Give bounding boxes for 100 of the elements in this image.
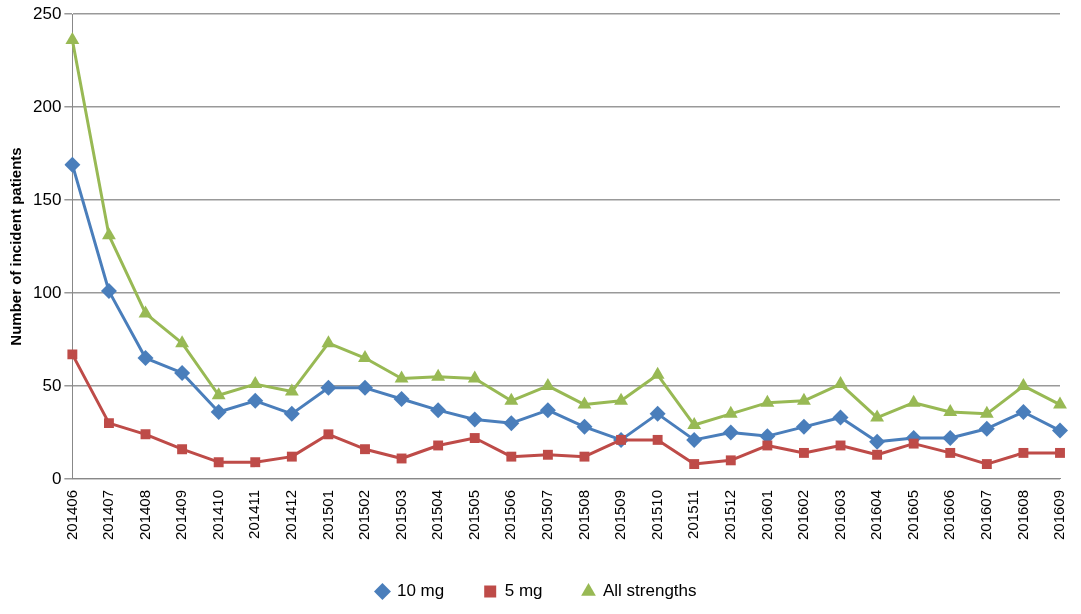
x-tick-label: 201501 <box>318 489 336 541</box>
point <box>542 449 553 460</box>
point <box>1053 396 1067 409</box>
x-tick-label: 201602 <box>794 489 812 541</box>
point <box>321 335 336 348</box>
point <box>577 396 592 409</box>
point <box>140 429 151 440</box>
point <box>210 403 227 420</box>
point <box>469 433 480 443</box>
y-tick-label: 50 <box>42 375 62 395</box>
point <box>394 370 409 383</box>
x-tick-label: 201409 <box>172 489 190 541</box>
point <box>503 415 520 432</box>
point <box>979 405 994 418</box>
point <box>466 411 483 428</box>
point <box>579 451 590 462</box>
point <box>1018 447 1029 458</box>
x-tick-label: 201412 <box>281 489 299 541</box>
point <box>284 383 299 396</box>
point <box>576 418 593 435</box>
point <box>725 455 736 466</box>
point <box>102 227 116 240</box>
point <box>722 424 739 441</box>
x-tick-label: 201504 <box>428 489 446 541</box>
point <box>360 444 370 455</box>
x-tick-label: 201503 <box>391 489 409 541</box>
point <box>795 418 812 435</box>
point <box>906 394 921 407</box>
y-tick-label: 200 <box>32 96 62 116</box>
point <box>175 335 190 348</box>
point <box>431 368 446 381</box>
point <box>100 283 117 300</box>
point <box>504 392 519 405</box>
point <box>978 420 995 437</box>
point <box>723 405 738 418</box>
point <box>320 379 337 396</box>
point <box>177 444 188 455</box>
legend-label: 5 mg <box>504 581 543 601</box>
x-tick-label: 201603 <box>830 489 848 541</box>
point <box>686 431 703 448</box>
legend-label: All strengths <box>603 581 697 601</box>
y-tick-label: 100 <box>32 282 62 302</box>
point <box>213 457 224 468</box>
y-axis-title: Number of incident patients <box>7 147 25 346</box>
point <box>689 459 700 470</box>
x-tick-label: 201607 <box>976 489 994 541</box>
x-tick-label: 201505 <box>464 489 482 541</box>
x-tick-label: 201407 <box>99 489 117 541</box>
point <box>799 447 809 458</box>
point <box>869 433 886 450</box>
x-tick-label: 201507 <box>538 489 556 541</box>
point <box>247 392 264 409</box>
x-tick-label: 201509 <box>611 489 629 541</box>
point <box>760 394 775 407</box>
point <box>67 349 78 360</box>
point <box>250 457 261 468</box>
point <box>283 405 300 422</box>
point <box>1016 377 1031 390</box>
x-tick-label: 201605 <box>903 489 921 541</box>
point <box>943 403 958 416</box>
point <box>540 377 555 390</box>
point <box>650 366 665 379</box>
point <box>649 405 666 422</box>
y-tick-label: 250 <box>32 3 62 23</box>
x-tick-label: 201510 <box>647 489 665 541</box>
point <box>323 429 334 440</box>
point <box>357 379 373 396</box>
point <box>687 417 702 430</box>
x-tick-label: 201601 <box>757 489 775 541</box>
point <box>870 409 885 422</box>
point <box>286 451 297 462</box>
x-tick-label: 201604 <box>867 489 885 541</box>
point <box>762 440 773 451</box>
point <box>1055 447 1065 458</box>
point <box>614 392 628 405</box>
point <box>652 434 663 445</box>
point <box>103 418 114 429</box>
x-tick-label: 201512 <box>720 489 738 541</box>
point <box>1052 422 1068 439</box>
x-tick-label: 201408 <box>135 489 153 541</box>
point <box>945 447 956 458</box>
point <box>393 390 410 407</box>
point <box>942 430 959 447</box>
y-tick-label: 150 <box>32 189 62 209</box>
x-tick-label: 201410 <box>208 489 226 541</box>
x-tick-label: 201411 <box>245 489 263 539</box>
x-tick-label: 201606 <box>940 489 958 541</box>
point <box>833 376 848 389</box>
point <box>65 32 80 45</box>
x-tick-label: 201508 <box>574 489 592 541</box>
point <box>832 409 849 426</box>
point <box>138 305 153 318</box>
point <box>174 364 191 381</box>
y-tick-label: 0 <box>51 468 62 488</box>
point <box>248 376 263 389</box>
point <box>137 350 154 367</box>
point <box>396 453 407 464</box>
point <box>872 449 883 460</box>
point <box>433 440 444 451</box>
point <box>467 370 482 383</box>
